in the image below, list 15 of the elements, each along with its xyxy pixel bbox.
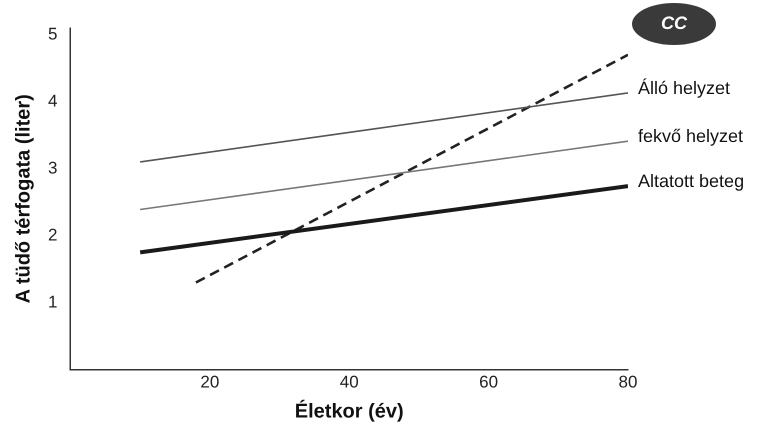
series-label: Álló helyzet — [638, 78, 730, 98]
ellipse-badge: CC — [632, 2, 716, 45]
y-axis-title: A tüdő térfogata (liter) — [12, 94, 35, 304]
x-tick-label: 20 — [200, 372, 220, 392]
x-axis-title: Életkor (év) — [294, 400, 404, 423]
series-label: Altatott beteg — [638, 171, 744, 192]
y-tick-label: 2 — [48, 225, 58, 244]
y-tick-label: 5 — [48, 24, 58, 44]
x-tick-label: 40 — [340, 372, 359, 392]
x-tick-label: 60 — [479, 372, 498, 392]
series-label: fekvő helyzet — [638, 126, 744, 146]
x-tick-label: 80 — [618, 372, 638, 392]
y-tick-label: 1 — [48, 292, 58, 312]
y-tick-label: 4 — [48, 91, 58, 110]
y-tick-label: 3 — [48, 158, 58, 178]
